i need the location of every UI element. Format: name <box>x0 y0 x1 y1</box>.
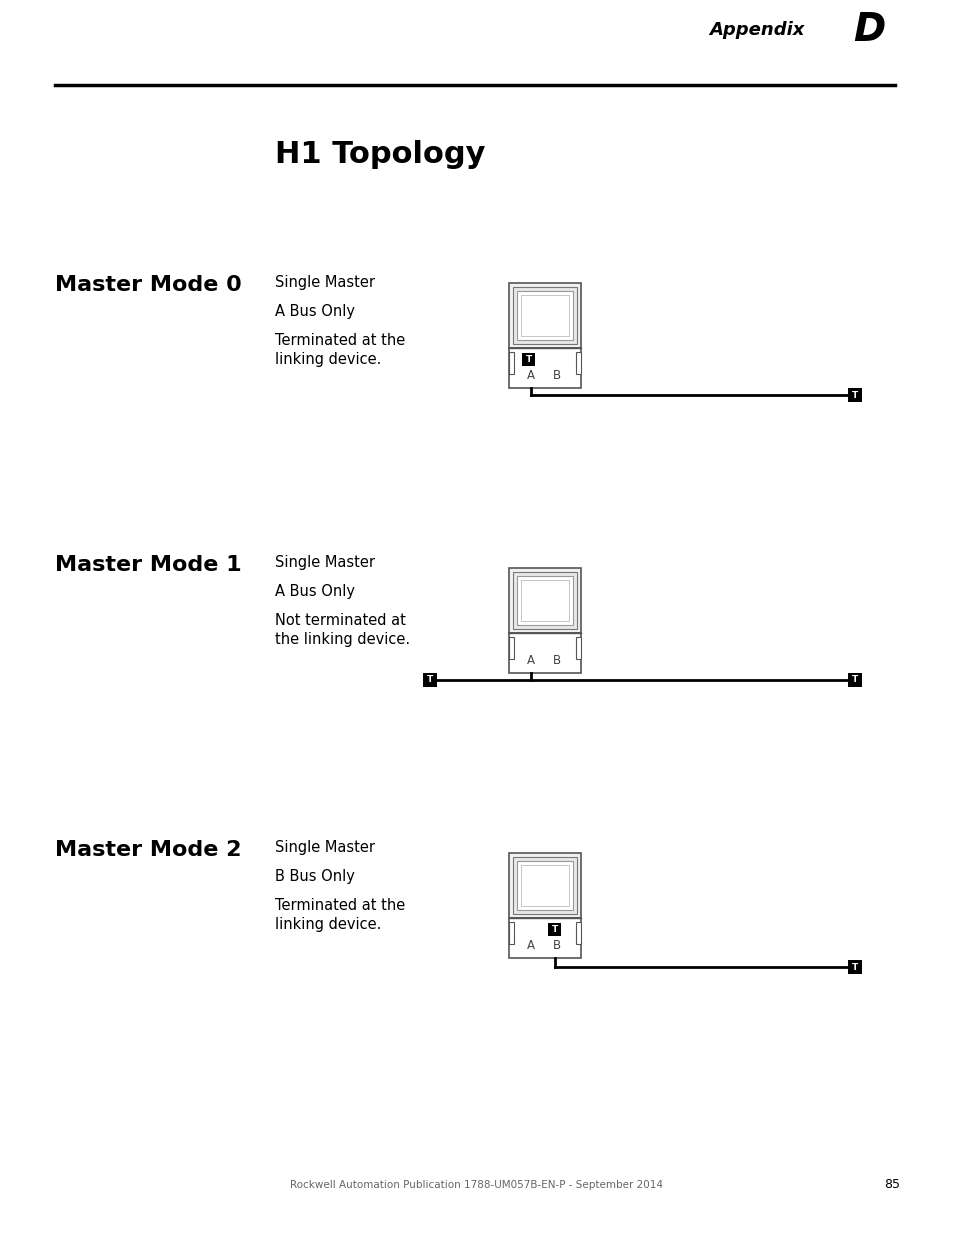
Bar <box>513 572 577 629</box>
Text: T: T <box>851 676 858 684</box>
Text: B: B <box>553 939 560 952</box>
Bar <box>520 579 568 621</box>
Text: Appendix: Appendix <box>709 21 804 40</box>
Text: Not terminated at: Not terminated at <box>274 613 405 629</box>
Bar <box>520 294 568 336</box>
Bar <box>847 673 862 687</box>
Text: A: A <box>526 939 535 952</box>
Text: A Bus Only: A Bus Only <box>274 584 355 599</box>
Bar <box>422 673 436 687</box>
Text: T: T <box>525 356 532 364</box>
Bar <box>517 861 573 910</box>
Text: T: T <box>551 925 558 934</box>
Bar <box>520 864 568 905</box>
Text: Single Master: Single Master <box>274 555 375 571</box>
Text: A: A <box>526 655 535 667</box>
Text: Master Mode 0: Master Mode 0 <box>55 275 241 295</box>
Text: A Bus Only: A Bus Only <box>274 304 355 319</box>
Bar <box>517 290 573 340</box>
Text: the linking device.: the linking device. <box>274 632 410 647</box>
Text: Master Mode 1: Master Mode 1 <box>55 555 241 576</box>
Bar <box>576 636 580 658</box>
Text: linking device.: linking device. <box>274 352 381 367</box>
Text: A: A <box>526 369 535 382</box>
Bar <box>517 576 573 625</box>
Bar <box>509 921 514 944</box>
Text: Rockwell Automation Publication 1788-UM057B-EN-P - September 2014: Rockwell Automation Publication 1788-UM0… <box>291 1179 662 1191</box>
Bar <box>509 636 514 658</box>
Text: B Bus Only: B Bus Only <box>274 869 355 884</box>
Bar <box>509 568 580 632</box>
Text: Single Master: Single Master <box>274 275 375 290</box>
Bar <box>509 852 580 918</box>
Text: B: B <box>553 369 560 382</box>
Bar <box>509 632 580 673</box>
Text: 85: 85 <box>883 1178 899 1192</box>
Bar <box>522 353 535 366</box>
Bar <box>847 960 862 974</box>
Text: Single Master: Single Master <box>274 840 375 855</box>
Text: Terminated at the: Terminated at the <box>274 333 405 348</box>
Text: B: B <box>553 655 560 667</box>
Text: D: D <box>852 11 884 49</box>
Text: H1 Topology: H1 Topology <box>274 140 485 169</box>
Bar <box>513 287 577 343</box>
Bar <box>576 921 580 944</box>
Text: T: T <box>426 676 433 684</box>
Bar <box>509 283 580 347</box>
Text: linking device.: linking device. <box>274 918 381 932</box>
Text: T: T <box>851 390 858 399</box>
Bar <box>509 918 580 957</box>
Bar <box>509 347 580 388</box>
Bar <box>548 923 561 936</box>
Bar <box>576 352 580 373</box>
Text: Terminated at the: Terminated at the <box>274 898 405 913</box>
Bar <box>513 857 577 914</box>
Bar <box>847 388 862 403</box>
Bar <box>509 352 514 373</box>
Text: Master Mode 2: Master Mode 2 <box>55 840 241 860</box>
Text: T: T <box>851 962 858 972</box>
